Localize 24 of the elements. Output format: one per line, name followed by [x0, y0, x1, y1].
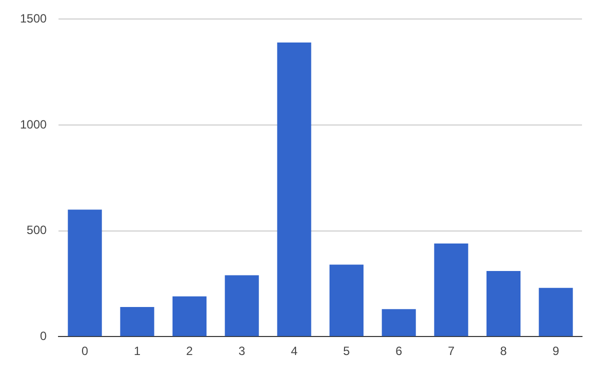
bar [382, 309, 416, 336]
y-tick-label: 500 [26, 223, 48, 238]
bar [486, 271, 521, 336]
y-tick-label: 0 [40, 328, 48, 343]
x-tick-label: 7 [448, 344, 455, 358]
x-tick-label: 9 [552, 344, 560, 358]
bar [538, 288, 573, 336]
x-tick-label: 4 [290, 344, 298, 358]
x-tick-label: 5 [343, 344, 350, 358]
bar [434, 243, 468, 336]
bar [172, 296, 207, 336]
bar [330, 264, 364, 336]
bar [120, 306, 154, 336]
x-tick-label: 3 [238, 344, 246, 358]
x-tick-label: 1 [134, 344, 141, 358]
bar [277, 42, 312, 336]
bar [224, 275, 259, 336]
y-tick-label: 1000 [20, 117, 48, 132]
x-tick-label: 8 [500, 344, 508, 358]
x-tick-label: 0 [82, 344, 89, 358]
bar [68, 210, 102, 336]
x-tick-label: 2 [186, 344, 194, 358]
x-tick-label: 6 [396, 344, 402, 358]
y-tick-label: 1500 [20, 12, 48, 26]
